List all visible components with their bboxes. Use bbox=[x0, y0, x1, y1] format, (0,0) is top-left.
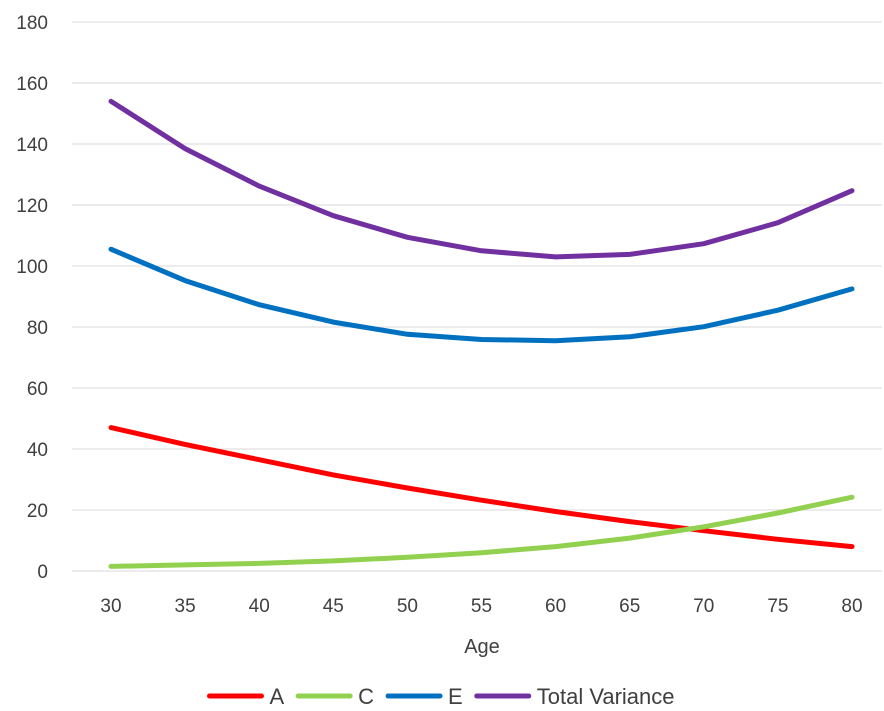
y-tick-label: 120 bbox=[16, 196, 48, 217]
x-tick-label: 50 bbox=[397, 596, 418, 617]
x-tick-label: 60 bbox=[545, 596, 566, 617]
y-tick-label: 100 bbox=[16, 257, 48, 278]
x-tick-label: 55 bbox=[471, 596, 492, 617]
legend-label: C bbox=[358, 684, 374, 709]
y-tick-label: 160 bbox=[16, 74, 48, 95]
x-axis-title: Age bbox=[464, 636, 500, 658]
series-line-c bbox=[108, 494, 855, 569]
legend: A C E Total Variance bbox=[206, 684, 675, 709]
x-tick-label: 40 bbox=[249, 596, 270, 617]
x-tick-label: 65 bbox=[619, 596, 640, 617]
x-tick-label: 35 bbox=[175, 596, 196, 617]
series-line-a bbox=[108, 425, 855, 550]
y-tick-label: 60 bbox=[27, 379, 48, 400]
y-tick-label: 140 bbox=[16, 135, 48, 156]
series-line-total-variance bbox=[108, 98, 855, 260]
x-tick-label: 80 bbox=[841, 596, 862, 617]
y-tick-label: 0 bbox=[37, 562, 48, 583]
y-tick-label: 80 bbox=[27, 318, 48, 339]
legend-label: E bbox=[448, 684, 463, 709]
y-axis-tick-labels: 0 20 40 60 80 100 120 140 160 180 bbox=[16, 13, 48, 583]
x-axis-tick-labels: 30 35 40 45 50 55 60 65 70 75 80 bbox=[100, 596, 862, 617]
legend-label: A bbox=[269, 684, 284, 709]
series-lines bbox=[108, 98, 855, 569]
x-tick-label: 70 bbox=[693, 596, 714, 617]
x-tick-label: 45 bbox=[323, 596, 344, 617]
y-tick-label: 180 bbox=[16, 13, 48, 34]
legend-label: Total Variance bbox=[537, 684, 675, 709]
gridlines bbox=[72, 21, 882, 572]
series-line-e bbox=[108, 246, 855, 344]
y-tick-label: 20 bbox=[27, 501, 48, 522]
y-tick-label: 40 bbox=[27, 440, 48, 461]
x-tick-label: 30 bbox=[100, 596, 121, 617]
x-tick-label: 75 bbox=[767, 596, 788, 617]
